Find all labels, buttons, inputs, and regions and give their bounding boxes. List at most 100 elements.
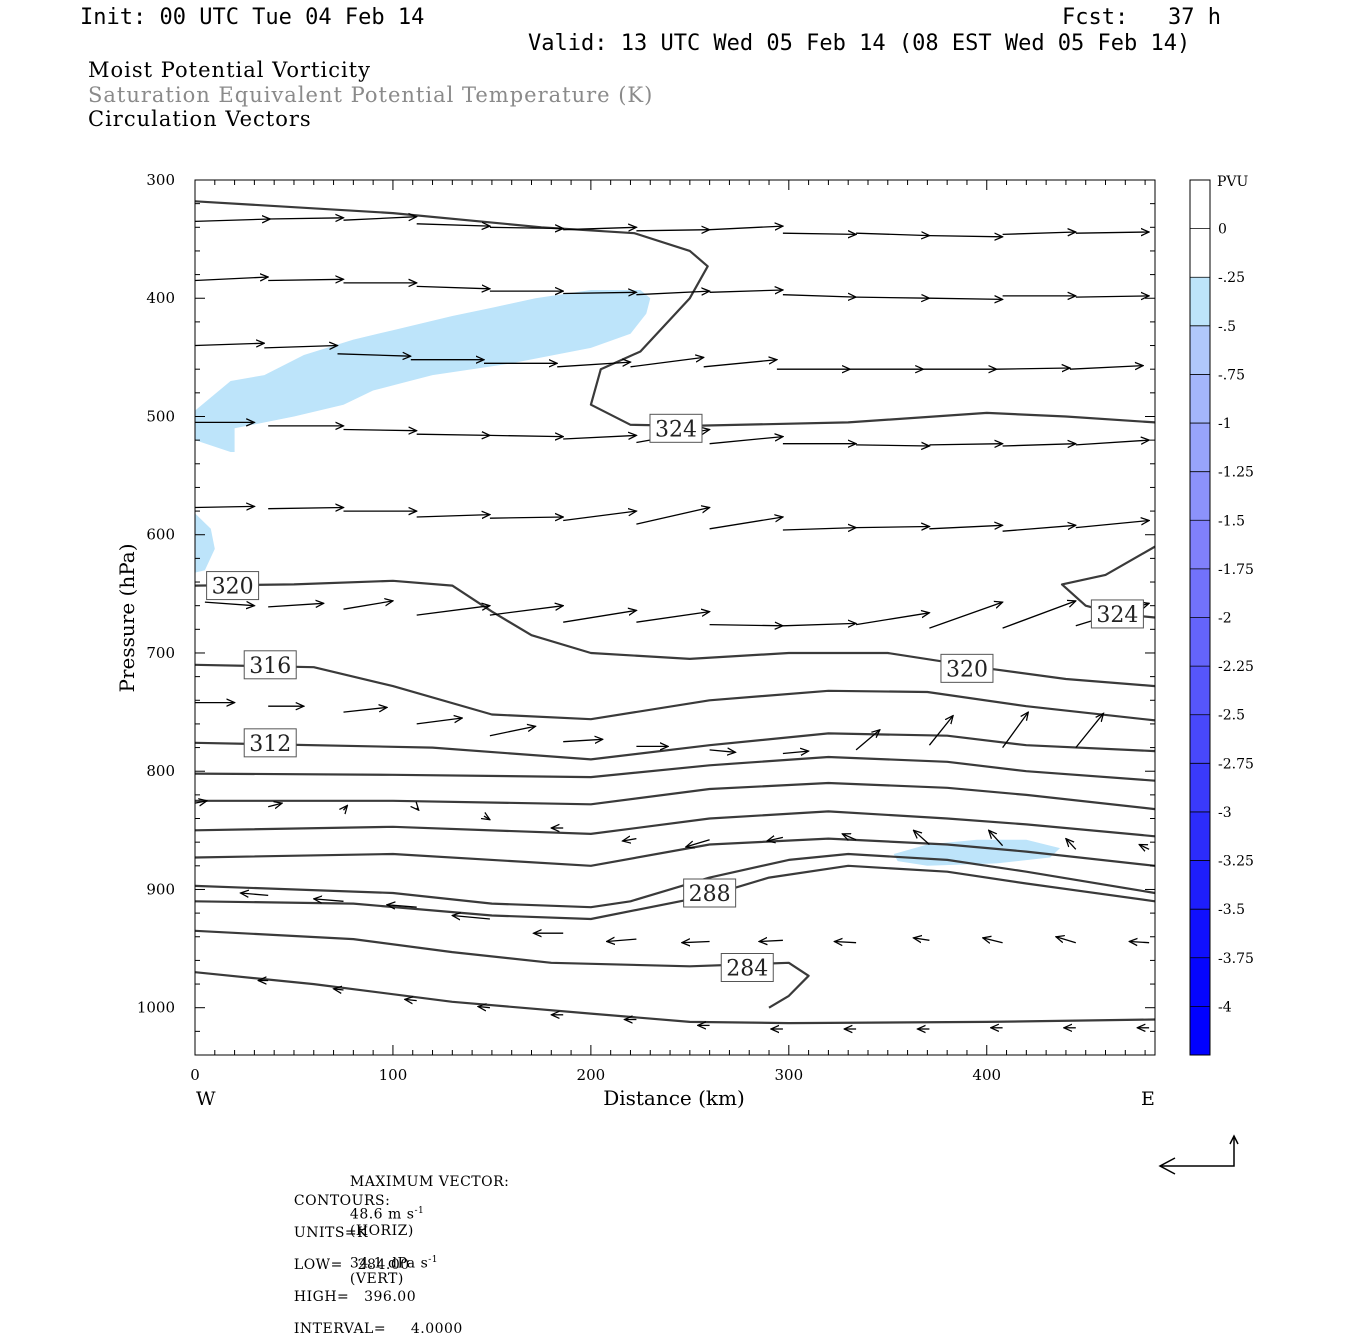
plot-frame: [194, 179, 1156, 1056]
x-tick-label: 100: [379, 1066, 408, 1084]
colorbar-tick-label: -1: [1218, 416, 1232, 432]
circulation-vector-7-12: [1066, 839, 1077, 850]
contour-label-text: 312: [249, 732, 291, 757]
contour-label-320: 320: [940, 653, 994, 683]
contour-label-text: 316: [249, 654, 291, 679]
colorbar-swatch-5: [1190, 471, 1210, 521]
field-title-mpv: Moist Potential Vorticity: [88, 58, 371, 82]
contour-label-text: 324: [1096, 603, 1138, 628]
colorbar-swatch-11: [1190, 763, 1210, 812]
circulation-vector-7-11: [989, 830, 1004, 847]
colorbar-swatch-2: [1190, 325, 1210, 375]
circulation-vector-7-2: [344, 806, 348, 811]
colorbar-tick-label: -1.5: [1218, 513, 1245, 529]
contour-label-324: 324: [1090, 599, 1144, 629]
theta-es-contour-9: [195, 852, 1155, 909]
y-tick-label: 900: [146, 880, 175, 898]
circulation-vector-5-3: [416, 606, 490, 616]
circulation-vector-6-10: [928, 716, 953, 746]
circulation-vector-6-4: [489, 726, 536, 737]
circulation-vector-9-2: [405, 999, 417, 1000]
colorbar-swatch-9: [1190, 666, 1210, 715]
theta-es-contour-5: [195, 755, 1155, 782]
max-vector-label: MAXIMUM VECTOR:: [349, 1174, 510, 1190]
colorbar-swatch-4: [1190, 423, 1210, 472]
theta-es-contour-4: [195, 732, 1155, 761]
colorbar-swatch-8: [1190, 617, 1210, 667]
circulation-vector-6-12: [1075, 713, 1104, 749]
circulation-vector-4-6: [636, 508, 709, 525]
circulation-vector-6-2: [343, 707, 388, 713]
circulation-vector-7-3: [417, 808, 419, 810]
vector-layer: [195, 217, 1149, 1029]
colorbar-tick-label: -2.5: [1218, 708, 1245, 724]
circulation-vector-8-7: [759, 940, 783, 941]
circulation-vector-3-10: [929, 444, 1002, 445]
circulation-vector-0-4: [489, 227, 563, 228]
colorbar-swatch-1: [1190, 277, 1210, 326]
colorbar-swatch-6: [1190, 520, 1210, 569]
forecast-label: Fcst:: [1062, 5, 1129, 30]
circulation-vector-7-8: [767, 837, 784, 841]
circulation-vector-4-0: [195, 506, 254, 507]
circulation-vector-7-7: [686, 839, 710, 847]
circulation-vector-4-1: [268, 508, 343, 509]
circulation-vector-8-10: [983, 938, 1003, 943]
contour-label-text: 324: [655, 417, 697, 442]
circulation-vector-4-9: [856, 527, 929, 528]
circulation-vector-7-10: [914, 830, 930, 845]
circulation-vector-2-5: [557, 362, 630, 368]
x-east-label: E: [1141, 1088, 1155, 1110]
colorbar-swatch-16: [1190, 1006, 1210, 1055]
circulation-vector-1-1: [268, 279, 343, 280]
circulation-vector-7-4: [484, 816, 490, 820]
contour-label-312: 312: [243, 728, 297, 758]
y-tick-label: 800: [146, 762, 175, 780]
init-time: Init: 00 UTC Tue 04 Feb 14: [80, 5, 425, 30]
circulation-vector-3-7: [709, 437, 783, 445]
circulation-vector-8-12: [1129, 942, 1150, 943]
circulation-vector-2-7: [703, 360, 777, 368]
colorbar-swatch-15: [1190, 957, 1210, 1007]
circulation-vector-8-3: [452, 916, 490, 920]
circulation-vector-5-5: [563, 610, 636, 623]
circulation-vector-2-0: [195, 343, 264, 345]
circulation-vector-7-1: [268, 803, 282, 807]
colorbar-tick-label: -2: [1218, 611, 1232, 627]
circulation-vector-1-10: [929, 298, 1002, 299]
circulation-vector-5-10: [929, 602, 1002, 629]
contour-label-316: 316: [243, 650, 297, 680]
colorbar-tick-label: -.5: [1218, 319, 1236, 335]
circulation-vector-2-12: [1069, 366, 1143, 370]
field-title-vectors: Circulation Vectors: [88, 107, 312, 131]
contours-interval: INTERVAL= 4.0000: [293, 1321, 463, 1337]
circulation-vector-3-2: [343, 430, 417, 431]
circulation-vector-4-3: [416, 515, 490, 517]
y-tick-label: 300: [146, 171, 175, 189]
colorbar-swatch-14: [1190, 909, 1210, 958]
y-tick-label: 600: [146, 526, 175, 544]
colorbar-tick-label: -.75: [1218, 367, 1245, 383]
colorbar-tick-label: -3.75: [1218, 951, 1254, 967]
theta-es-contour-0: [195, 200, 1155, 427]
circulation-vector-0-6: [636, 230, 709, 231]
circulation-vector-7-9: [842, 834, 857, 840]
contour-label-284: 284: [720, 953, 774, 982]
circulation-vector-3-9: [856, 445, 929, 446]
theta-es-contour-3: [195, 663, 1155, 722]
circulation-vector-6-5: [563, 739, 603, 741]
pv-fill-layer: [195, 290, 1060, 866]
circulation-vector-7-13: [1139, 845, 1150, 850]
theta-es-contour-10: [195, 864, 1155, 921]
circulation-vector-3-3: [416, 434, 490, 435]
axes-layer: 300 400 500 600 700 800 900 1000 0 100 200 300 400: [137, 171, 1155, 1084]
circulation-vector-4-10: [929, 525, 1002, 529]
colorbar-swatch-3: [1190, 374, 1210, 424]
y-tick-label: 500: [146, 407, 175, 425]
contour-label-text: 284: [726, 957, 768, 982]
circulation-vector-2-2: [337, 354, 411, 356]
circulation-vector-1-5: [563, 292, 636, 293]
colorbar-tick-label: -3.25: [1218, 854, 1254, 870]
pv-fill-region-0: [195, 290, 651, 452]
circulation-vector-5-9: [855, 613, 929, 626]
